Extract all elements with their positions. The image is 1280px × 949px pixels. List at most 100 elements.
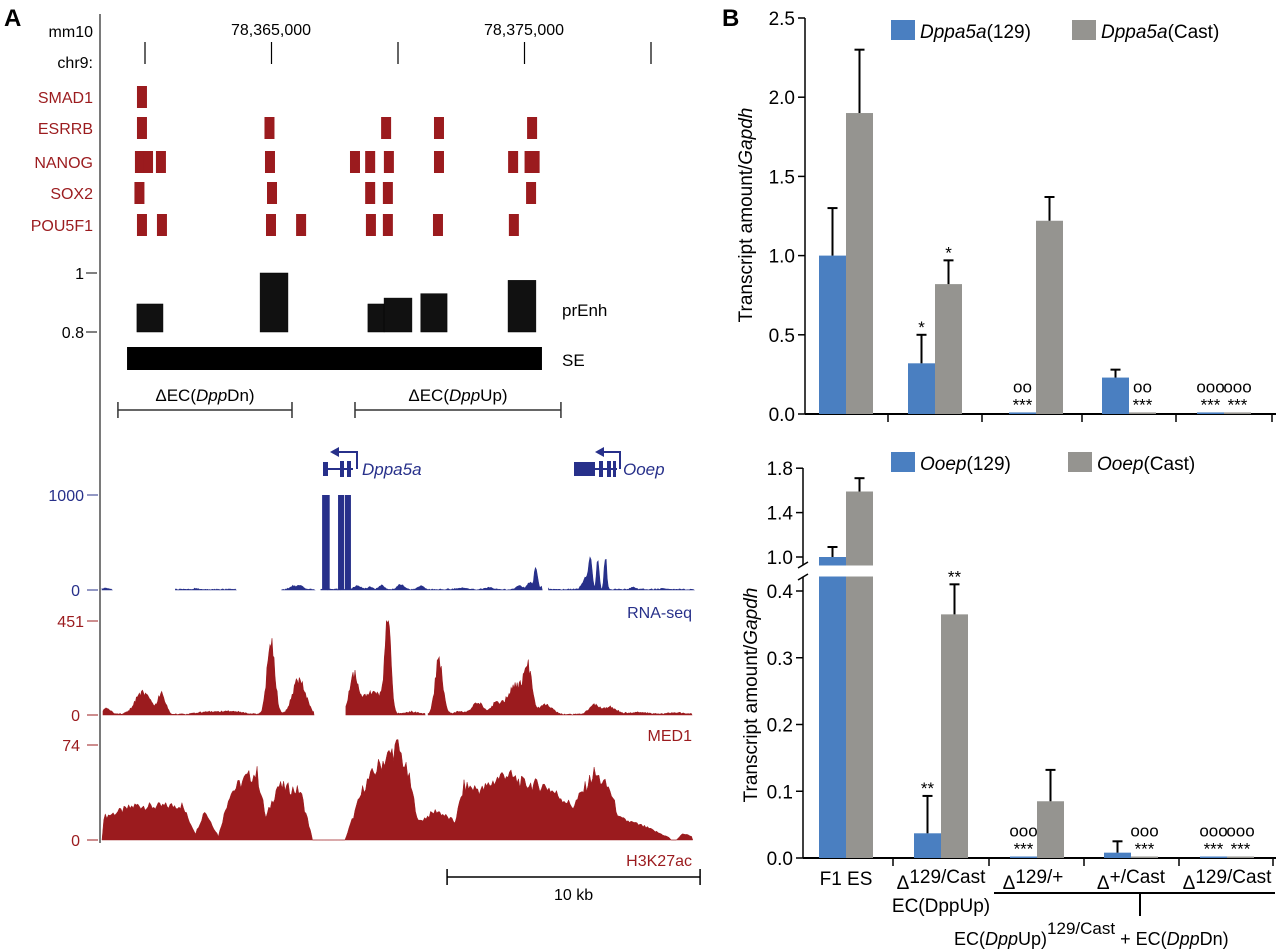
bar	[1102, 377, 1129, 414]
tf-peak	[134, 151, 145, 173]
tf-peak	[433, 117, 444, 139]
tf-peak	[264, 117, 275, 139]
tf-binding-tracks: SMAD1 ESRRB NANOG SOX2 POU5F1	[31, 86, 540, 236]
significance-stars: ***	[1133, 395, 1153, 414]
group-caption: EC(DppUp)129/Cast + EC(DppDn)	[954, 919, 1229, 949]
significance-stars: *	[945, 243, 952, 262]
h3k27ac-max-label: 74	[62, 738, 80, 755]
scale-bar: 10 kb	[446, 869, 701, 904]
y-tick-label: 1.0	[767, 548, 793, 569]
bar	[1010, 856, 1037, 858]
assembly-label: mm10	[49, 24, 94, 41]
tf-label: POU5F1	[31, 218, 93, 235]
significance-circles: ooo	[1199, 822, 1227, 841]
med1-signal	[427, 656, 693, 716]
gene-label: Ooep	[623, 460, 665, 479]
bar	[1129, 412, 1156, 414]
y-tick-label: 1.0	[769, 247, 795, 268]
bar	[1037, 801, 1064, 858]
tf-label: SOX2	[50, 186, 93, 203]
axis-break-mark	[797, 561, 809, 569]
panel-a-genome-browser: A mm10 chr9: 78,365,000 78,375,000 SMAD1…	[4, 5, 701, 904]
y-axis-label: Transcript amount/Gapdh	[736, 108, 757, 323]
tf-peak	[365, 182, 376, 204]
tf-peak	[432, 214, 443, 236]
significance-stars: **	[948, 567, 962, 586]
bar	[1197, 412, 1224, 414]
tf-peak	[296, 214, 307, 236]
y-tick-label: 0.2	[767, 716, 793, 737]
se-label: SE	[562, 351, 585, 370]
y-tick-label: 0.3	[767, 649, 793, 670]
tf-peak	[383, 151, 394, 173]
bar	[819, 557, 846, 858]
bar	[941, 614, 968, 858]
bar	[1200, 856, 1227, 858]
med1-label: MED1	[648, 728, 693, 745]
significance-circles: ooo	[1226, 822, 1254, 841]
y-tick-label: 2.5	[769, 9, 795, 30]
tf-peak	[381, 117, 392, 139]
deletion-brackets: ΔEC(DppDn) ΔEC(DppUp)	[117, 386, 562, 418]
prenh-bar	[507, 280, 537, 333]
significance-stars: ***	[1204, 840, 1224, 859]
tf-peak	[155, 151, 166, 173]
prenh-bars	[136, 272, 537, 333]
rnaseq-signal	[175, 587, 237, 591]
h3k27ac-track: 74 0 H3K27ac	[62, 738, 694, 870]
tf-peak	[433, 151, 444, 173]
bar	[1009, 412, 1036, 414]
legend-swatch-cast	[1068, 452, 1092, 472]
prenh-track: 1 0.8 prEnh	[62, 266, 608, 342]
tf-peak	[265, 214, 276, 236]
med1-max-label: 451	[57, 614, 84, 631]
tf-peak	[156, 214, 167, 236]
significance-circles: ooo	[1130, 822, 1158, 841]
deletion-label: ΔEC(DppUp)	[408, 386, 507, 405]
y-tick-label: 2.0	[769, 88, 795, 109]
tf-peak	[136, 117, 147, 139]
tf-label: SMAD1	[38, 90, 93, 107]
super-enhancer-bar	[127, 347, 542, 370]
bar	[908, 363, 935, 414]
tf-peak	[136, 86, 147, 108]
dppa5a-bar-chart: Transcript amount/Gapdh Dppa5a(129) Dppa…	[736, 9, 1276, 426]
med1-track: 451 0 MED1	[57, 614, 693, 745]
rnaseq-min-label: 0	[71, 583, 80, 600]
y-tick-label: 0.0	[767, 849, 793, 870]
x-label: Δ129/Cast	[1183, 867, 1272, 894]
med1-signal	[345, 620, 426, 716]
panel-b-bar-charts: B Transcript amount/Gapdh Dppa5a(129) Dp…	[722, 5, 1276, 949]
chromosome-label: chr9:	[57, 55, 93, 72]
bar	[819, 255, 846, 414]
tf-peak	[508, 214, 519, 236]
axis-break-gap	[799, 565, 807, 577]
x-label-line2: EC(DppUp)	[892, 896, 990, 917]
y-tick-label: 1.8	[767, 459, 793, 480]
significance-stars: *	[918, 318, 925, 337]
x-label: Δ+/Cast	[1097, 867, 1166, 894]
bar	[1104, 852, 1131, 858]
legend-swatch-129	[891, 452, 915, 472]
tf-peak	[382, 182, 393, 204]
significance-stars: ***	[1013, 395, 1033, 414]
rnaseq-signal	[320, 566, 543, 591]
ooep-bar-chart: Transcript amount/Gapdh Ooep(129) Ooep(C…	[741, 452, 1276, 949]
rnaseq-exon-signal	[322, 495, 330, 590]
gene-ooep: Ooep	[574, 447, 665, 479]
panel-b-label: B	[722, 5, 739, 32]
bar	[935, 284, 962, 414]
prenh-bar	[383, 297, 413, 333]
tss-arrow-icon	[601, 451, 621, 469]
prenh-bar	[136, 303, 164, 333]
h3k27ac-signal	[101, 739, 694, 841]
significance-stars: ***	[1228, 395, 1248, 414]
tf-peak	[529, 151, 540, 173]
tf-peak	[365, 151, 376, 173]
tf-peak	[508, 151, 519, 173]
y-tick-label: 0.1	[767, 782, 793, 803]
tf-peak	[365, 214, 376, 236]
legend-label-129: Dppa5a(129)	[920, 22, 1031, 43]
prenh-tick-label: 1	[75, 266, 84, 283]
